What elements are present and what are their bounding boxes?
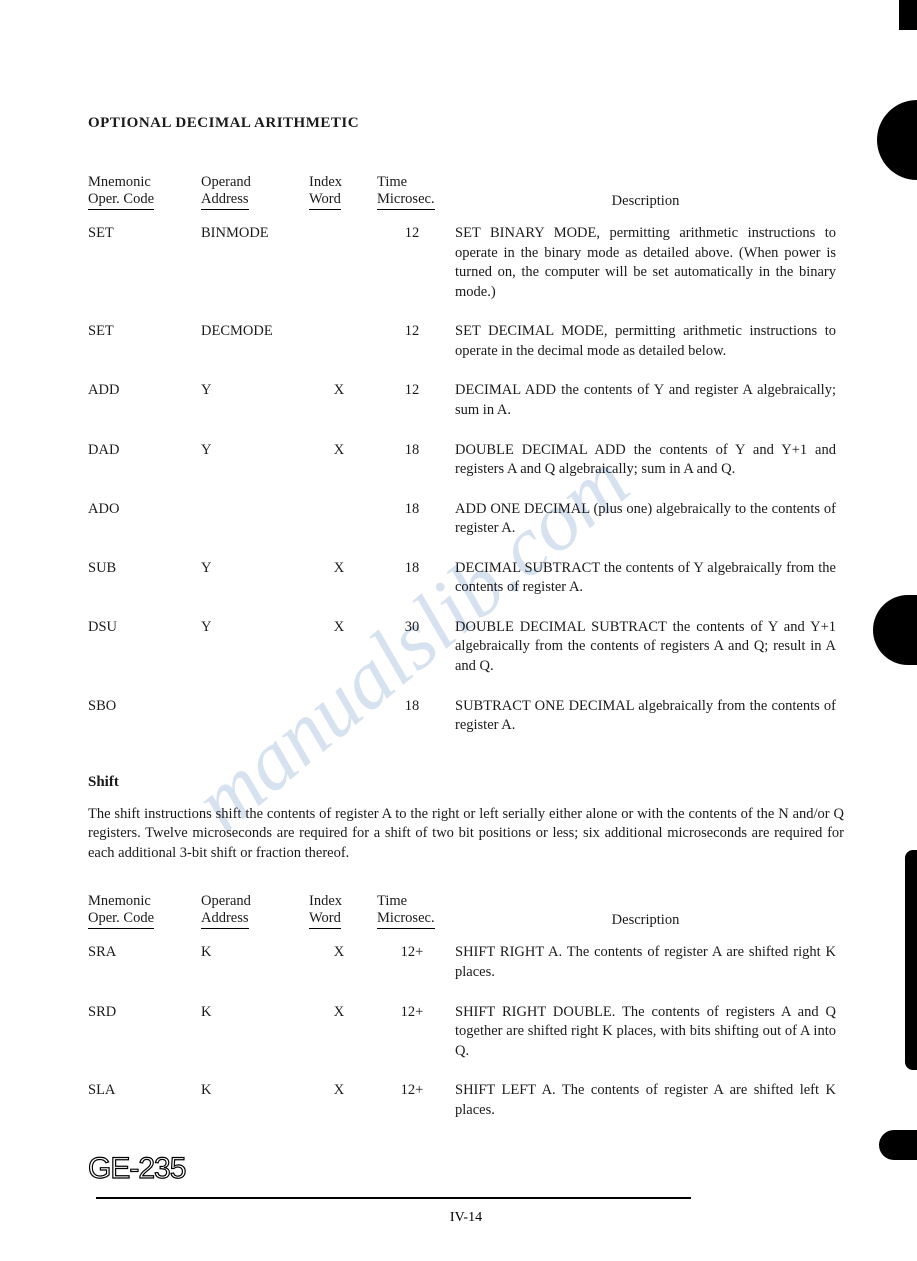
cell-time: 30 bbox=[377, 608, 455, 687]
cell-mnemonic: SET bbox=[88, 312, 201, 371]
instruction-table-2: Mnemonic Oper. Code Operand Address Inde… bbox=[88, 893, 844, 1130]
cell-index: X bbox=[309, 1071, 377, 1130]
table-row: ADO 18ADD ONE DECIMAL (plus one) algebrai… bbox=[88, 490, 844, 549]
cell-operand: K bbox=[201, 933, 309, 992]
col-header-index: Index Word bbox=[309, 174, 377, 214]
document-page: OPTIONAL DECIMAL ARITHMETIC Mnemonic Ope… bbox=[88, 115, 844, 1130]
cell-description: DECIMAL SUBTRACT the contents of Y algeb… bbox=[455, 549, 844, 608]
cell-index: X bbox=[309, 608, 377, 687]
footer-rule bbox=[96, 1197, 691, 1199]
cell-index: X bbox=[309, 371, 377, 430]
cell-time: 12 bbox=[377, 312, 455, 371]
table-row: SETDECMODE 12SET DECIMAL MODE, permitting… bbox=[88, 312, 844, 371]
cell-index bbox=[309, 312, 377, 371]
scan-edge-shape bbox=[899, 0, 917, 30]
cell-mnemonic: SRD bbox=[88, 993, 201, 1072]
cell-operand bbox=[201, 490, 309, 549]
cell-operand: Y bbox=[201, 431, 309, 490]
cell-time: 18 bbox=[377, 687, 455, 746]
cell-time: 12+ bbox=[377, 993, 455, 1072]
table-row: SRDKX12+SHIFT RIGHT DOUBLE. The contents… bbox=[88, 993, 844, 1072]
col-header-operand: Operand Address bbox=[201, 893, 309, 933]
cell-mnemonic: DSU bbox=[88, 608, 201, 687]
cell-time: 12 bbox=[377, 214, 455, 312]
ge-235-logo: GE-235 bbox=[88, 1150, 238, 1193]
cell-description: DECIMAL ADD the contents of Y and regist… bbox=[455, 371, 844, 430]
cell-index bbox=[309, 490, 377, 549]
cell-time: 12+ bbox=[377, 933, 455, 992]
col-header-mnemonic: Mnemonic Oper. Code bbox=[88, 893, 201, 933]
table-row: SRAKX12+SHIFT RIGHT A. The contents of r… bbox=[88, 933, 844, 992]
table-row: SLAKX12+SHIFT LEFT A. The contents of re… bbox=[88, 1071, 844, 1130]
cell-description: SHIFT LEFT A. The contents of register A… bbox=[455, 1071, 844, 1130]
cell-operand: Y bbox=[201, 371, 309, 430]
col-header-index: Index Word bbox=[309, 893, 377, 933]
cell-mnemonic: SUB bbox=[88, 549, 201, 608]
cell-mnemonic: SBO bbox=[88, 687, 201, 746]
scan-edge-shape bbox=[879, 1130, 917, 1160]
page-number: IV-14 bbox=[88, 1210, 844, 1226]
cell-time: 18 bbox=[377, 431, 455, 490]
cell-description: DOUBLE DECIMAL ADD the contents of Y and… bbox=[455, 431, 844, 490]
cell-description: SHIFT RIGHT A. The contents of register … bbox=[455, 933, 844, 992]
cell-mnemonic: DAD bbox=[88, 431, 201, 490]
col-header-description: Description bbox=[455, 174, 844, 214]
cell-index: X bbox=[309, 431, 377, 490]
cell-description: SHIFT RIGHT DOUBLE. The contents of regi… bbox=[455, 993, 844, 1072]
cell-mnemonic: ADO bbox=[88, 490, 201, 549]
shift-paragraph: The shift instructions shift the content… bbox=[88, 805, 844, 864]
cell-operand: K bbox=[201, 1071, 309, 1130]
table-row: SBO 18SUBTRACT ONE DECIMAL algebraically … bbox=[88, 687, 844, 746]
cell-index bbox=[309, 214, 377, 312]
instruction-table-1: Mnemonic Oper. Code Operand Address Inde… bbox=[88, 174, 844, 746]
cell-mnemonic: SRA bbox=[88, 933, 201, 992]
logo-text: GE-235 bbox=[88, 1152, 186, 1185]
cell-mnemonic: ADD bbox=[88, 371, 201, 430]
col-header-time: Time Microsec. bbox=[377, 893, 455, 933]
cell-time: 18 bbox=[377, 549, 455, 608]
cell-mnemonic: SET bbox=[88, 214, 201, 312]
col-header-description: Description bbox=[455, 893, 844, 933]
cell-operand: Y bbox=[201, 549, 309, 608]
page-footer: GE-235 IV-14 bbox=[88, 1150, 844, 1211]
cell-description: SET BINARY MODE, permitting arithmetic i… bbox=[455, 214, 844, 312]
scan-edge-shape bbox=[877, 100, 917, 180]
cell-operand: BINMODE bbox=[201, 214, 309, 312]
scan-edge-shape bbox=[873, 595, 917, 665]
shift-title: Shift bbox=[88, 774, 844, 791]
cell-time: 18 bbox=[377, 490, 455, 549]
scan-edge-shape bbox=[905, 850, 917, 1070]
table-row: SUBYX18DECIMAL SUBTRACT the contents of … bbox=[88, 549, 844, 608]
cell-index: X bbox=[309, 933, 377, 992]
col-header-operand: Operand Address bbox=[201, 174, 309, 214]
cell-index bbox=[309, 687, 377, 746]
table-row: DADYX18DOUBLE DECIMAL ADD the contents o… bbox=[88, 431, 844, 490]
table-row: DSUYX30DOUBLE DECIMAL SUBTRACT the conte… bbox=[88, 608, 844, 687]
col-header-mnemonic: Mnemonic Oper. Code bbox=[88, 174, 201, 214]
cell-operand: DECMODE bbox=[201, 312, 309, 371]
cell-operand: K bbox=[201, 993, 309, 1072]
cell-time: 12 bbox=[377, 371, 455, 430]
cell-description: ADD ONE DECIMAL (plus one) algebraically… bbox=[455, 490, 844, 549]
cell-operand: Y bbox=[201, 608, 309, 687]
table-row: ADDYX12DECIMAL ADD the contents of Y and… bbox=[88, 371, 844, 430]
cell-description: SUBTRACT ONE DECIMAL algebraically from … bbox=[455, 687, 844, 746]
col-header-time: Time Microsec. bbox=[377, 174, 455, 214]
cell-time: 12+ bbox=[377, 1071, 455, 1130]
section-title: OPTIONAL DECIMAL ARITHMETIC bbox=[88, 115, 844, 132]
cell-mnemonic: SLA bbox=[88, 1071, 201, 1130]
cell-index: X bbox=[309, 993, 377, 1072]
cell-description: SET DECIMAL MODE, permitting arithmetic … bbox=[455, 312, 844, 371]
table-row: SETBINMODE 12SET BINARY MODE, permitting … bbox=[88, 214, 844, 312]
cell-index: X bbox=[309, 549, 377, 608]
cell-operand bbox=[201, 687, 309, 746]
cell-description: DOUBLE DECIMAL SUBTRACT the contents of … bbox=[455, 608, 844, 687]
